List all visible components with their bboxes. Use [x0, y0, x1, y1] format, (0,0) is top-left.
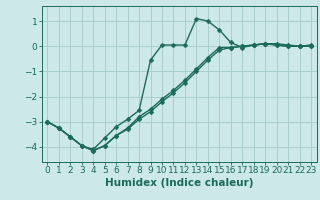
X-axis label: Humidex (Indice chaleur): Humidex (Indice chaleur) — [105, 178, 253, 188]
